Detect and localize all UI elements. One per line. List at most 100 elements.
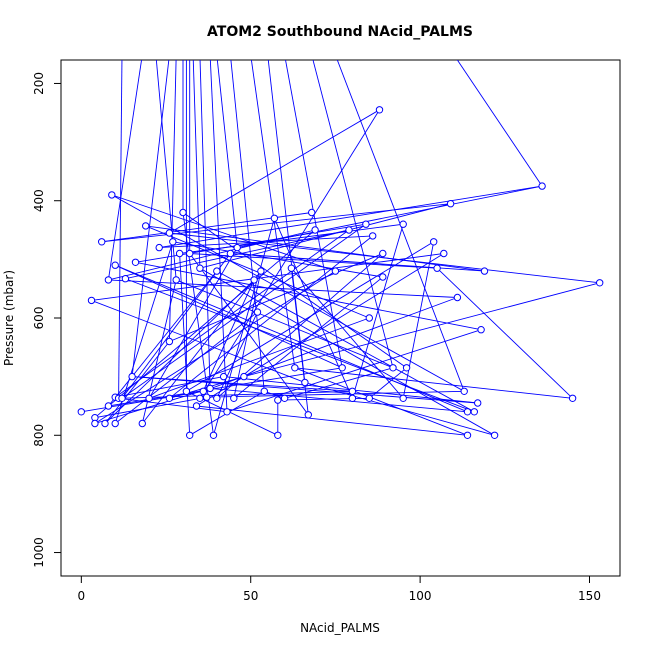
series-segment [179,253,191,436]
data-point [203,393,211,401]
plot-frame [60,59,621,577]
data-point [568,394,577,402]
series-segment [267,60,306,383]
series-segment [284,367,394,399]
data-point [87,296,96,305]
data-point [274,396,282,404]
data-point [460,387,468,395]
data-point [182,387,191,395]
data-point [199,387,208,395]
series-segment [196,405,468,436]
data-point [250,276,258,284]
series-segment [172,241,383,278]
y-tick-label: 400 [32,189,46,212]
series-segment [196,253,445,407]
data-point [596,279,604,287]
data-point [402,364,411,372]
series-segment [132,376,353,392]
series-segment [118,397,228,413]
data-point [538,182,546,190]
data-point [240,372,248,381]
series-segment [216,311,258,399]
series-segment [111,194,465,392]
data-point [186,431,194,439]
series-segment [369,367,407,399]
series-segment [243,282,600,378]
data-point [175,249,184,258]
x-tick-label: 150 [578,589,601,603]
data-point [365,394,373,402]
series-segment [294,367,573,399]
data-point [111,419,119,428]
series-segment [94,387,211,424]
data-point [301,378,309,387]
series-segment [199,267,495,436]
data-point [121,275,130,283]
series-segment [210,387,468,413]
series-segment [189,253,309,416]
series-segment [402,241,435,399]
series-segment [192,60,201,269]
data-point [226,249,235,258]
series-segment [436,267,573,399]
series-segment [176,279,394,369]
x-tick-label: 50 [243,589,258,603]
data-point [111,261,119,269]
series-segment [230,60,265,392]
series-segment [312,60,394,368]
series-segment [199,203,451,269]
series-segment [101,203,451,243]
data-point [440,249,448,258]
data-point [270,214,279,223]
series-segment [199,279,255,399]
y-tick-label: 800 [32,424,46,447]
data-point [253,308,262,316]
data-point [480,267,489,275]
x-tick-label: 100 [409,589,432,603]
data-point [165,229,174,237]
chart-title: ATOM2 Southbound NAcid_PALMS [207,24,473,40]
series-segment [131,60,170,377]
data-point [77,408,86,416]
data-point [379,273,387,281]
series-segment [159,185,543,249]
data-point [375,106,384,114]
series-segment [169,253,383,342]
series-segment [107,60,143,280]
data-point [470,408,478,416]
data-point [91,419,99,428]
series-segment [148,247,238,399]
data-point [145,394,153,402]
data-point [348,387,357,395]
data-point [490,431,499,439]
data-point [233,243,241,252]
series-segment [233,271,262,399]
data-point [311,226,319,234]
series-segment [169,235,373,399]
y-axis: 200 400 600 800 1000 [32,72,62,568]
y-tick-label: 1000 [32,537,46,568]
data-point [165,337,174,346]
series-segment [132,376,478,404]
data-point [142,222,150,230]
data-point [399,220,407,228]
y-axis-label: Pressure (mbar) [2,270,16,366]
data-point [186,249,194,258]
data-point [230,394,238,402]
data-point [104,276,113,284]
series-segment [121,223,367,399]
data-point [155,243,163,252]
data-point [308,208,316,217]
data-point [104,402,113,410]
data-point [172,276,180,284]
series-segment [169,232,600,284]
data-point [474,399,482,407]
data-point [379,249,387,258]
data-point [131,258,140,266]
data-point [477,326,485,334]
series-segment [121,253,231,399]
data-point [463,408,472,416]
data-point [338,364,346,372]
series-segment [104,279,255,424]
